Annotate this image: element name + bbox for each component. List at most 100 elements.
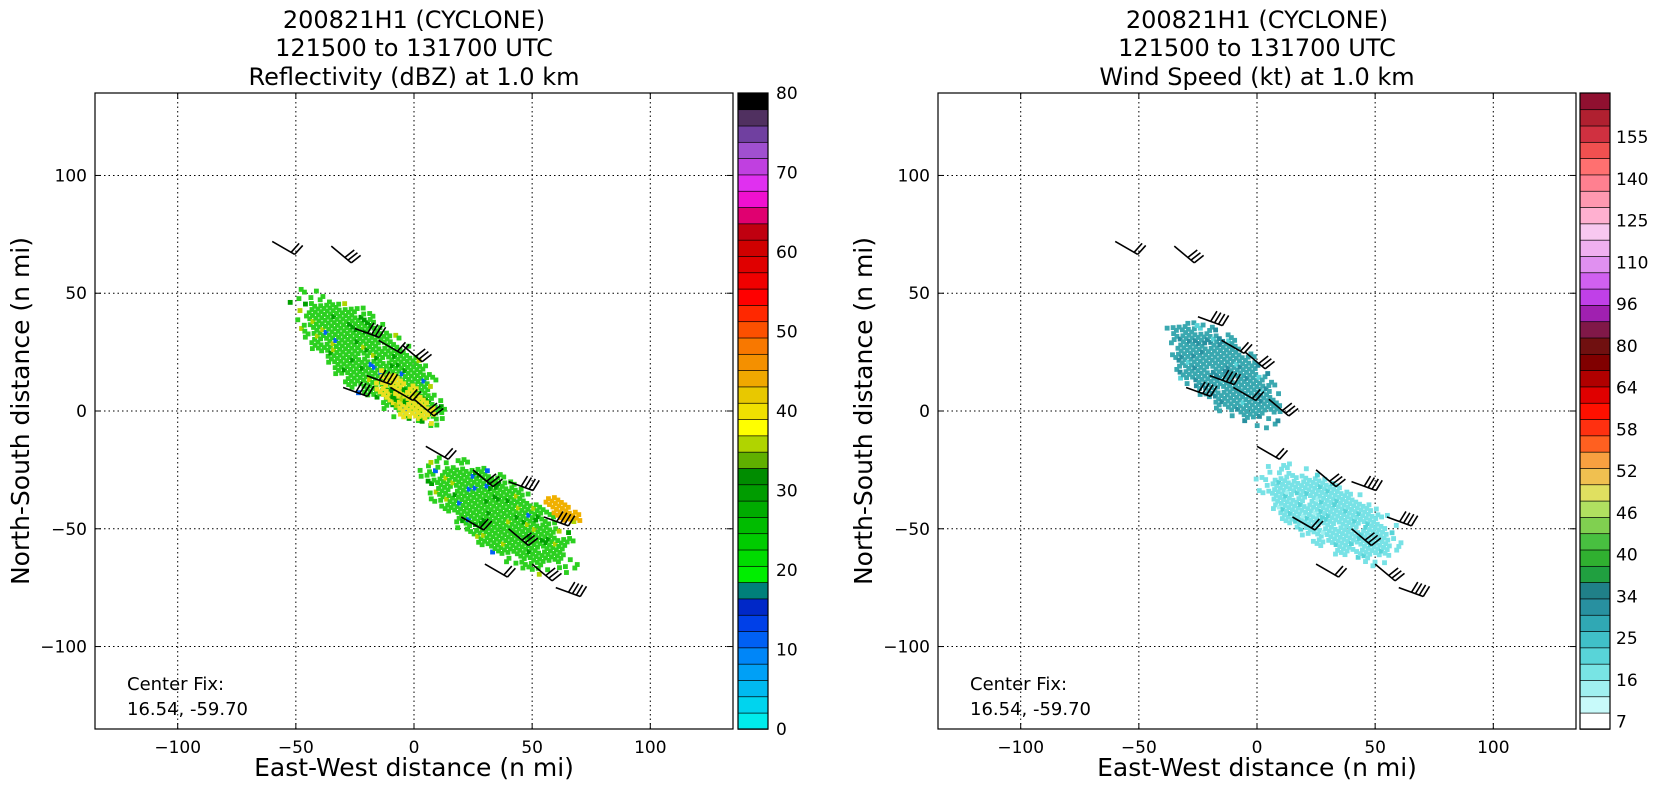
field-cell (398, 384, 404, 390)
field-cell (424, 406, 430, 412)
field-cell (387, 397, 393, 403)
field-cell (1252, 360, 1258, 366)
field-cell (509, 521, 515, 527)
wind-speed-x-axis-label: East-West distance (n mi) (1097, 753, 1417, 782)
field-cell (406, 407, 412, 413)
field-cell (461, 472, 467, 478)
field-cell (1335, 547, 1341, 553)
field-cell (454, 488, 460, 494)
field-cell (1196, 380, 1202, 385)
field-cell (525, 506, 531, 512)
field-cell (382, 345, 388, 351)
field-cell (454, 467, 460, 473)
field-cell (1380, 529, 1385, 535)
y-tick-label: 0 (76, 402, 87, 422)
field-cell (409, 404, 415, 410)
field-cell (1259, 404, 1265, 410)
field-cell (390, 394, 396, 400)
field-cell (395, 362, 401, 368)
field-cell (533, 502, 539, 508)
field-cell (411, 395, 417, 401)
field-cell (509, 537, 515, 542)
field-cell (1381, 535, 1387, 541)
field-cell (1285, 489, 1291, 495)
field-cell (1275, 498, 1281, 504)
field-cell (356, 330, 362, 335)
field-cell (484, 468, 490, 474)
field-cell (1267, 469, 1273, 475)
field-cell (325, 320, 331, 326)
field-cell (397, 411, 403, 417)
field-cell (454, 519, 460, 525)
field-cell (376, 346, 382, 352)
field-cell (356, 363, 362, 369)
wind-speed-wind-barbs (1114, 240, 1431, 598)
field-cell (1315, 497, 1321, 503)
field-cell (472, 516, 477, 522)
field-cell (552, 541, 558, 547)
field-cell (415, 404, 421, 410)
field-cell (1295, 515, 1301, 521)
field-cell (1234, 400, 1240, 406)
field-cell (577, 518, 583, 523)
field-cell (540, 522, 546, 528)
field-cell (369, 334, 375, 340)
field-cell (516, 490, 522, 496)
field-cell (1361, 519, 1367, 525)
colorbar-swatch (1579, 614, 1611, 632)
field-cell (345, 370, 351, 376)
field-cell (1369, 523, 1374, 529)
field-cell (1365, 521, 1371, 527)
field-cell (507, 525, 513, 531)
field-cell (396, 393, 402, 399)
field-cell (504, 507, 509, 513)
field-cell (455, 509, 461, 515)
field-cell (466, 517, 471, 523)
field-cell (1193, 383, 1199, 389)
field-cell (310, 319, 316, 324)
field-cell (385, 373, 391, 379)
field-cell (546, 542, 552, 548)
field-cell (512, 487, 518, 493)
field-cell (400, 402, 406, 408)
field-cell (1311, 495, 1317, 501)
field-cell (436, 455, 442, 461)
field-cell (1371, 544, 1377, 550)
field-cell (1188, 356, 1194, 362)
field-cell (383, 382, 389, 388)
field-cell (1349, 497, 1355, 503)
field-cell (1242, 385, 1248, 390)
field-cell (1186, 332, 1192, 338)
field-cell (322, 317, 328, 323)
field-cell (1382, 526, 1388, 531)
field-cell (1239, 355, 1245, 361)
field-cell (1325, 488, 1331, 494)
field-cell (1238, 376, 1244, 382)
field-cell (1323, 492, 1329, 498)
field-cell (401, 387, 407, 393)
field-cell (506, 519, 512, 525)
field-cell (357, 369, 363, 374)
field-cell (378, 331, 383, 337)
field-cell (526, 528, 531, 533)
field-cell (1223, 374, 1229, 380)
wind-barb (1268, 398, 1299, 417)
field-cell (1197, 358, 1203, 364)
field-cell (1211, 342, 1217, 348)
colorbar-swatch (1579, 581, 1611, 600)
field-cell (527, 533, 532, 539)
field-cell (339, 343, 345, 349)
field-cell (572, 509, 578, 515)
field-cell (366, 371, 372, 377)
field-cell (1282, 478, 1288, 484)
field-cell (338, 364, 344, 370)
field-cell (463, 520, 469, 526)
field-cell (1312, 519, 1317, 525)
field-cell (1199, 376, 1205, 382)
field-cell (480, 511, 486, 517)
field-cell (537, 525, 543, 531)
field-cell (1220, 372, 1225, 377)
field-cell (364, 353, 370, 359)
field-cell (1235, 346, 1241, 352)
field-cell (408, 373, 414, 379)
